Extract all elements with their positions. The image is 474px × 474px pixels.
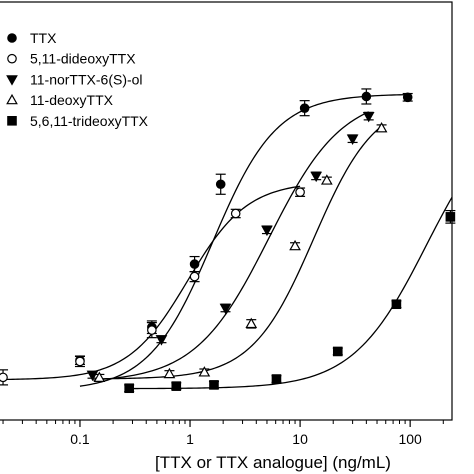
point-5-6-11-trideoxyttx: [124, 383, 134, 394]
fit-curve-11-norttx-6-s-ol: [92, 111, 369, 381]
point-11-norttx-6-s-ol: [155, 335, 168, 346]
legend-label: 5,11-dideoxyTTX: [30, 51, 136, 67]
point-11-deoxyttx: [320, 174, 333, 185]
point-11-norttx-6-s-ol: [219, 303, 232, 315]
point-ttx: [215, 179, 226, 190]
point-5-6-11-trideoxyttx: [171, 381, 182, 391]
point-11-deoxyttx: [93, 371, 106, 382]
point-5-6-11-trideoxyttx: [332, 346, 343, 357]
legend-marker-11-deoxyttx: [6, 93, 18, 105]
x-tick-label: 10: [292, 431, 308, 447]
point-5-11-dideoxyttx: [295, 187, 305, 197]
legend: TTX 5,11-dideoxyTTX 11-norTTX-6(S)-ol 11-de…: [6, 30, 149, 129]
legend-item-5-11-dideoxyttx: 5,11-dideoxyTTX: [7, 51, 136, 67]
x-tick-label: 100: [398, 431, 422, 447]
x-tick-label: 1: [186, 431, 194, 447]
point-11-deoxyttx: [245, 317, 258, 329]
point-5-6-11-trideoxyttx: [445, 212, 456, 222]
point-ttx: [299, 103, 310, 113]
point-11-deoxyttx: [289, 239, 301, 251]
fit-curve-5-11-dideoxyttx: [3, 185, 301, 381]
data-markers: [0, 91, 456, 394]
point-11-norttx-6-s-ol: [86, 370, 99, 382]
legend-marker-ttx: [7, 33, 17, 43]
error-bars: [0, 88, 456, 393]
point-5-11-dideoxyttx: [147, 325, 157, 335]
point-5-6-11-trideoxyttx: [271, 374, 282, 384]
point-5-6-11-trideoxyttx: [209, 380, 219, 390]
legend-marker-11-norttx-6-s-ol: [6, 75, 18, 86]
legend-label: 5,6,11-trideoxyTTX: [30, 113, 149, 129]
fit-curves: [3, 93, 453, 390]
point-5-11-dideoxyttx: [75, 356, 85, 367]
point-11-norttx-6-s-ol: [261, 225, 273, 237]
legend-label: 11-deoxyTTX: [30, 92, 114, 108]
point-11-deoxyttx: [163, 367, 176, 379]
point-11-deoxyttx: [375, 121, 388, 133]
point-5-6-11-trideoxyttx: [391, 299, 402, 310]
fit-curve-ttx: [79, 93, 408, 387]
legend-marker-5-6-11-trideoxyttx: [7, 115, 17, 126]
x-tick-label: 0.1: [70, 431, 90, 447]
point-ttx: [361, 91, 372, 102]
point-11-deoxyttx: [198, 366, 211, 377]
legend-item-ttx: TTX: [7, 30, 57, 46]
legend-item-11-deoxyttx: 11-deoxyTTX: [6, 92, 114, 108]
fit-curve-11-deoxyttx: [99, 125, 382, 380]
x-axis-title: [TTX or TTX analogue] (ng/mL): [155, 453, 391, 472]
point-11-norttx-6-s-ol: [346, 134, 359, 145]
legend-item-5-6-11-trideoxyttx: 5,6,11-trideoxyTTX: [7, 113, 149, 129]
legend-item-11-norttx-6-s-ol: 11-norTTX-6(S)-ol: [6, 71, 143, 87]
point-5-11-dideoxyttx: [0, 372, 8, 383]
legend-label: TTX: [30, 30, 57, 46]
point-11-norttx-6-s-ol: [362, 111, 375, 123]
legend-marker-5-11-dideoxyttx: [7, 53, 17, 64]
point-ttx: [402, 92, 413, 103]
point-ttx: [189, 259, 200, 269]
point-11-norttx-6-s-ol: [310, 171, 323, 183]
point-5-11-dideoxyttx: [230, 208, 241, 219]
legend-label: 11-norTTX-6(S)-ol: [30, 71, 143, 87]
fit-curve-5-6-11-trideoxyttx: [129, 196, 453, 390]
point-5-11-dideoxyttx: [189, 271, 200, 282]
x-axis: 0.1 1 10 100: [2, 420, 444, 447]
